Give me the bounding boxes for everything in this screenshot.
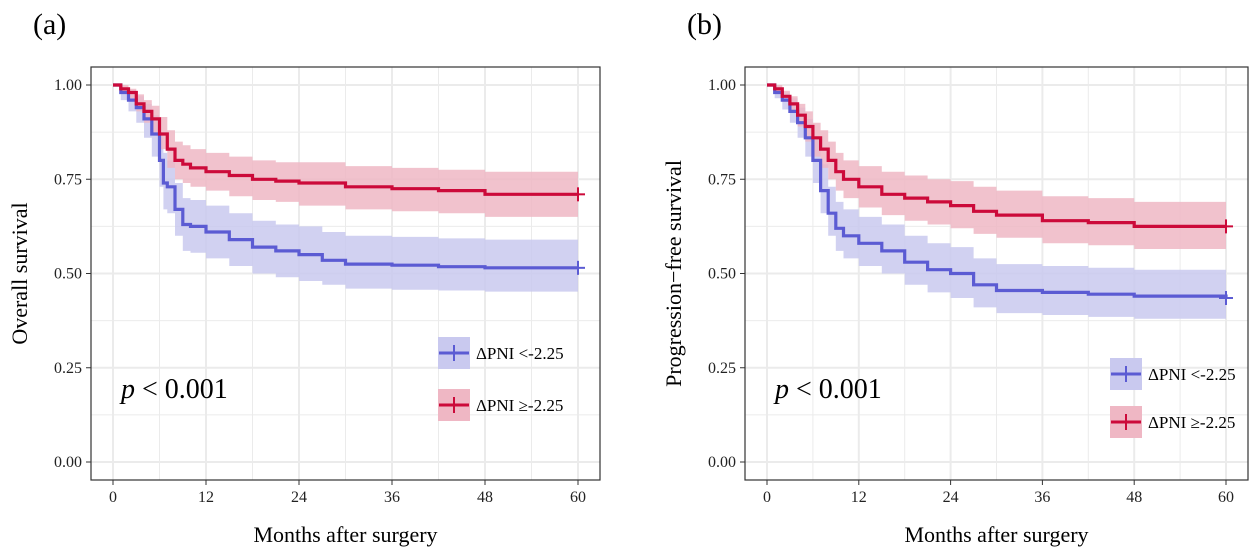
- x-axis-title: Months after surgery: [253, 522, 437, 547]
- x-tick-label: 48: [1126, 489, 1142, 506]
- panel-label: (a): [33, 8, 66, 41]
- panel-a: (a) 0 12 24 36 48 60 0.00 0.25 0.50 0.75 1.00 Months…: [7, 8, 601, 547]
- x-tick-label: 36: [384, 489, 400, 506]
- p-value-annotation: p < 0.001: [773, 374, 882, 405]
- y-tick-label: 0.25: [708, 360, 736, 377]
- y-tick-label: 0.50: [54, 266, 82, 283]
- x-tick-label: 24: [291, 489, 307, 506]
- p-value-text: < 0.001: [135, 374, 228, 405]
- x-tick-label: 60: [570, 489, 586, 506]
- x-tick-label: 12: [851, 489, 867, 506]
- x-tick-label: 48: [477, 489, 493, 506]
- y-axis-title: Progression−free survival: [661, 160, 686, 387]
- chart-b-svg: (b) 0 12 24 36 48 60 0.00 0.25 0.50 0.75 1.00 Months…: [661, 8, 1249, 547]
- confidence-band-high: [113, 85, 578, 217]
- p-value-annotation: p < 0.001: [119, 374, 228, 405]
- y-tick-label: 1.00: [54, 77, 82, 94]
- x-axis-title: Months after surgery: [904, 522, 1088, 547]
- survival-line-high: [113, 83, 578, 196]
- y-tick-label: 0.00: [708, 454, 736, 471]
- confidence-band-low: [767, 85, 1226, 321]
- x-tick-label: 12: [198, 489, 214, 506]
- chart-a-svg: (a) 0 12 24 36 48 60 0.00 0.25 0.50 0.75 1.00 Months…: [7, 8, 601, 547]
- legend-label: ΔPNI ≥-2.25: [476, 396, 563, 415]
- legend-label: ΔPNI ≥-2.25: [1148, 413, 1235, 432]
- y-tick-label: 0.75: [708, 171, 736, 188]
- panel-label: (b): [687, 8, 722, 41]
- y-tick-label: 1.00: [708, 77, 736, 94]
- p-value-italic: p: [773, 374, 789, 405]
- x-tick-label: 24: [943, 489, 959, 506]
- survival-line-high: [767, 83, 1226, 228]
- p-value-italic: p: [119, 374, 135, 405]
- panel-b: (b) 0 12 24 36 48 60 0.00 0.25 0.50 0.75 1.00 Months…: [630, 0, 1260, 550]
- y-tick-label: 0.00: [54, 454, 82, 471]
- y-axis-title: Overall survival: [7, 202, 32, 344]
- y-tick-label: 0.50: [708, 266, 736, 283]
- p-value-text: < 0.001: [789, 374, 882, 405]
- x-tick-label: 0: [109, 489, 117, 506]
- x-tick-label: 0: [763, 489, 771, 506]
- confidence-band-high: [767, 85, 1226, 249]
- legend-label: ΔPNI <-2.25: [476, 344, 564, 363]
- y-tick-label: 0.25: [54, 360, 82, 377]
- legend-label: ΔPNI <-2.25: [1148, 365, 1236, 384]
- y-tick-label: 0.75: [54, 171, 82, 188]
- x-tick-label: 60: [1218, 489, 1234, 506]
- x-tick-label: 36: [1034, 489, 1050, 506]
